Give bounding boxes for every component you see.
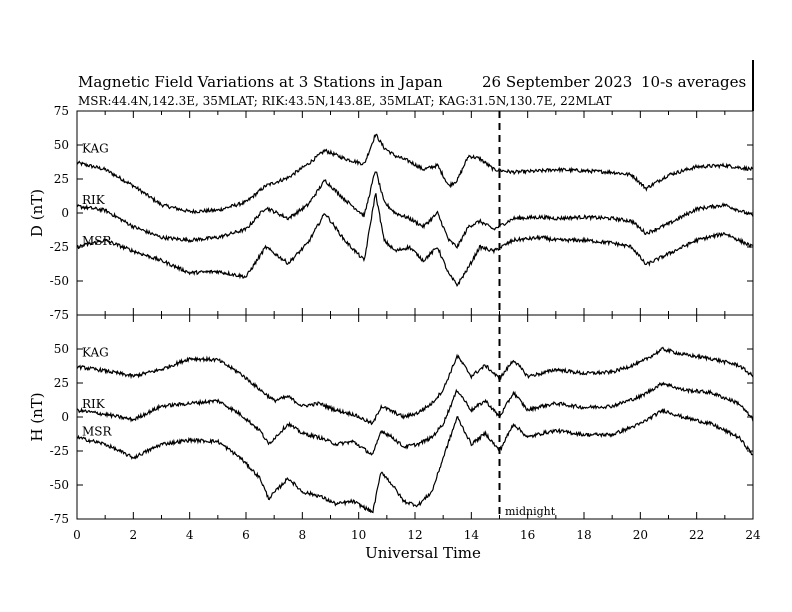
- series-line-msr: [76, 407, 754, 514]
- series-label-msr: MSR: [82, 234, 113, 248]
- chart-marks: 75 50 25 0 -25 -50 -75 KAG RIK MSR 50 25 0 -25 -50 -75 K…: [50, 104, 761, 542]
- x-axis-title: Universal Time: [365, 544, 481, 562]
- y-tick-label: 25: [54, 376, 69, 390]
- series-line-rik: [76, 171, 754, 249]
- x-tick-label: 18: [576, 528, 591, 542]
- chart-averaging: 10-s averages: [641, 73, 746, 91]
- chart-date: 26 September 2023: [482, 73, 632, 91]
- x-tick-label: 4: [186, 528, 194, 542]
- x-tick-label: 16: [520, 528, 535, 542]
- x-tick-label: 6: [242, 528, 250, 542]
- x-tick-label: 20: [633, 528, 648, 542]
- series-line-kag: [76, 133, 754, 215]
- y-tick-label: -50: [50, 274, 69, 288]
- h-ylabel: H (nT): [28, 392, 46, 441]
- x-tick-label: 14: [464, 528, 480, 542]
- series-label-rik: RIK: [82, 397, 106, 411]
- stations-line: MSR:44.4N,142.3E, 35MLAT; RIK:43.5N,143.…: [78, 94, 612, 108]
- series-label-msr: MSR: [82, 424, 113, 438]
- y-tick-label: 0: [61, 410, 69, 424]
- d-ylabel: D (nT): [28, 189, 46, 237]
- series-label-kag: KAG: [82, 142, 109, 156]
- x-tick-label: 2: [130, 528, 138, 542]
- chart-title: Magnetic Field Variations at 3 Stations …: [78, 73, 443, 91]
- series-label-rik: RIK: [82, 193, 106, 207]
- y-tick-label: -25: [50, 444, 69, 458]
- y-tick-label: 0: [61, 206, 69, 220]
- y-tick-label: 50: [54, 138, 69, 152]
- series-line-msr: [76, 193, 754, 287]
- x-tick-label: 10: [351, 528, 366, 542]
- y-tick-label: -25: [50, 240, 69, 254]
- x-tick-label: 12: [407, 528, 422, 542]
- y-tick-label: 50: [54, 342, 69, 356]
- y-tick-label: -75: [50, 308, 69, 322]
- x-tick-label: 24: [745, 528, 761, 542]
- y-tick-label: -50: [50, 478, 69, 492]
- x-tick-label: 22: [689, 528, 704, 542]
- x-tick-label: 8: [299, 528, 307, 542]
- series-label-kag: KAG: [82, 346, 109, 360]
- midnight-label: midnight: [505, 505, 556, 518]
- d-panel-frame: [76, 110, 754, 316]
- series-line-rik: [76, 381, 754, 456]
- series-line-kag: [76, 346, 754, 426]
- y-tick-label: -75: [50, 512, 69, 526]
- x-tick-label: 0: [73, 528, 81, 542]
- y-tick-label: 75: [54, 104, 69, 118]
- y-tick-label: 25: [54, 172, 69, 186]
